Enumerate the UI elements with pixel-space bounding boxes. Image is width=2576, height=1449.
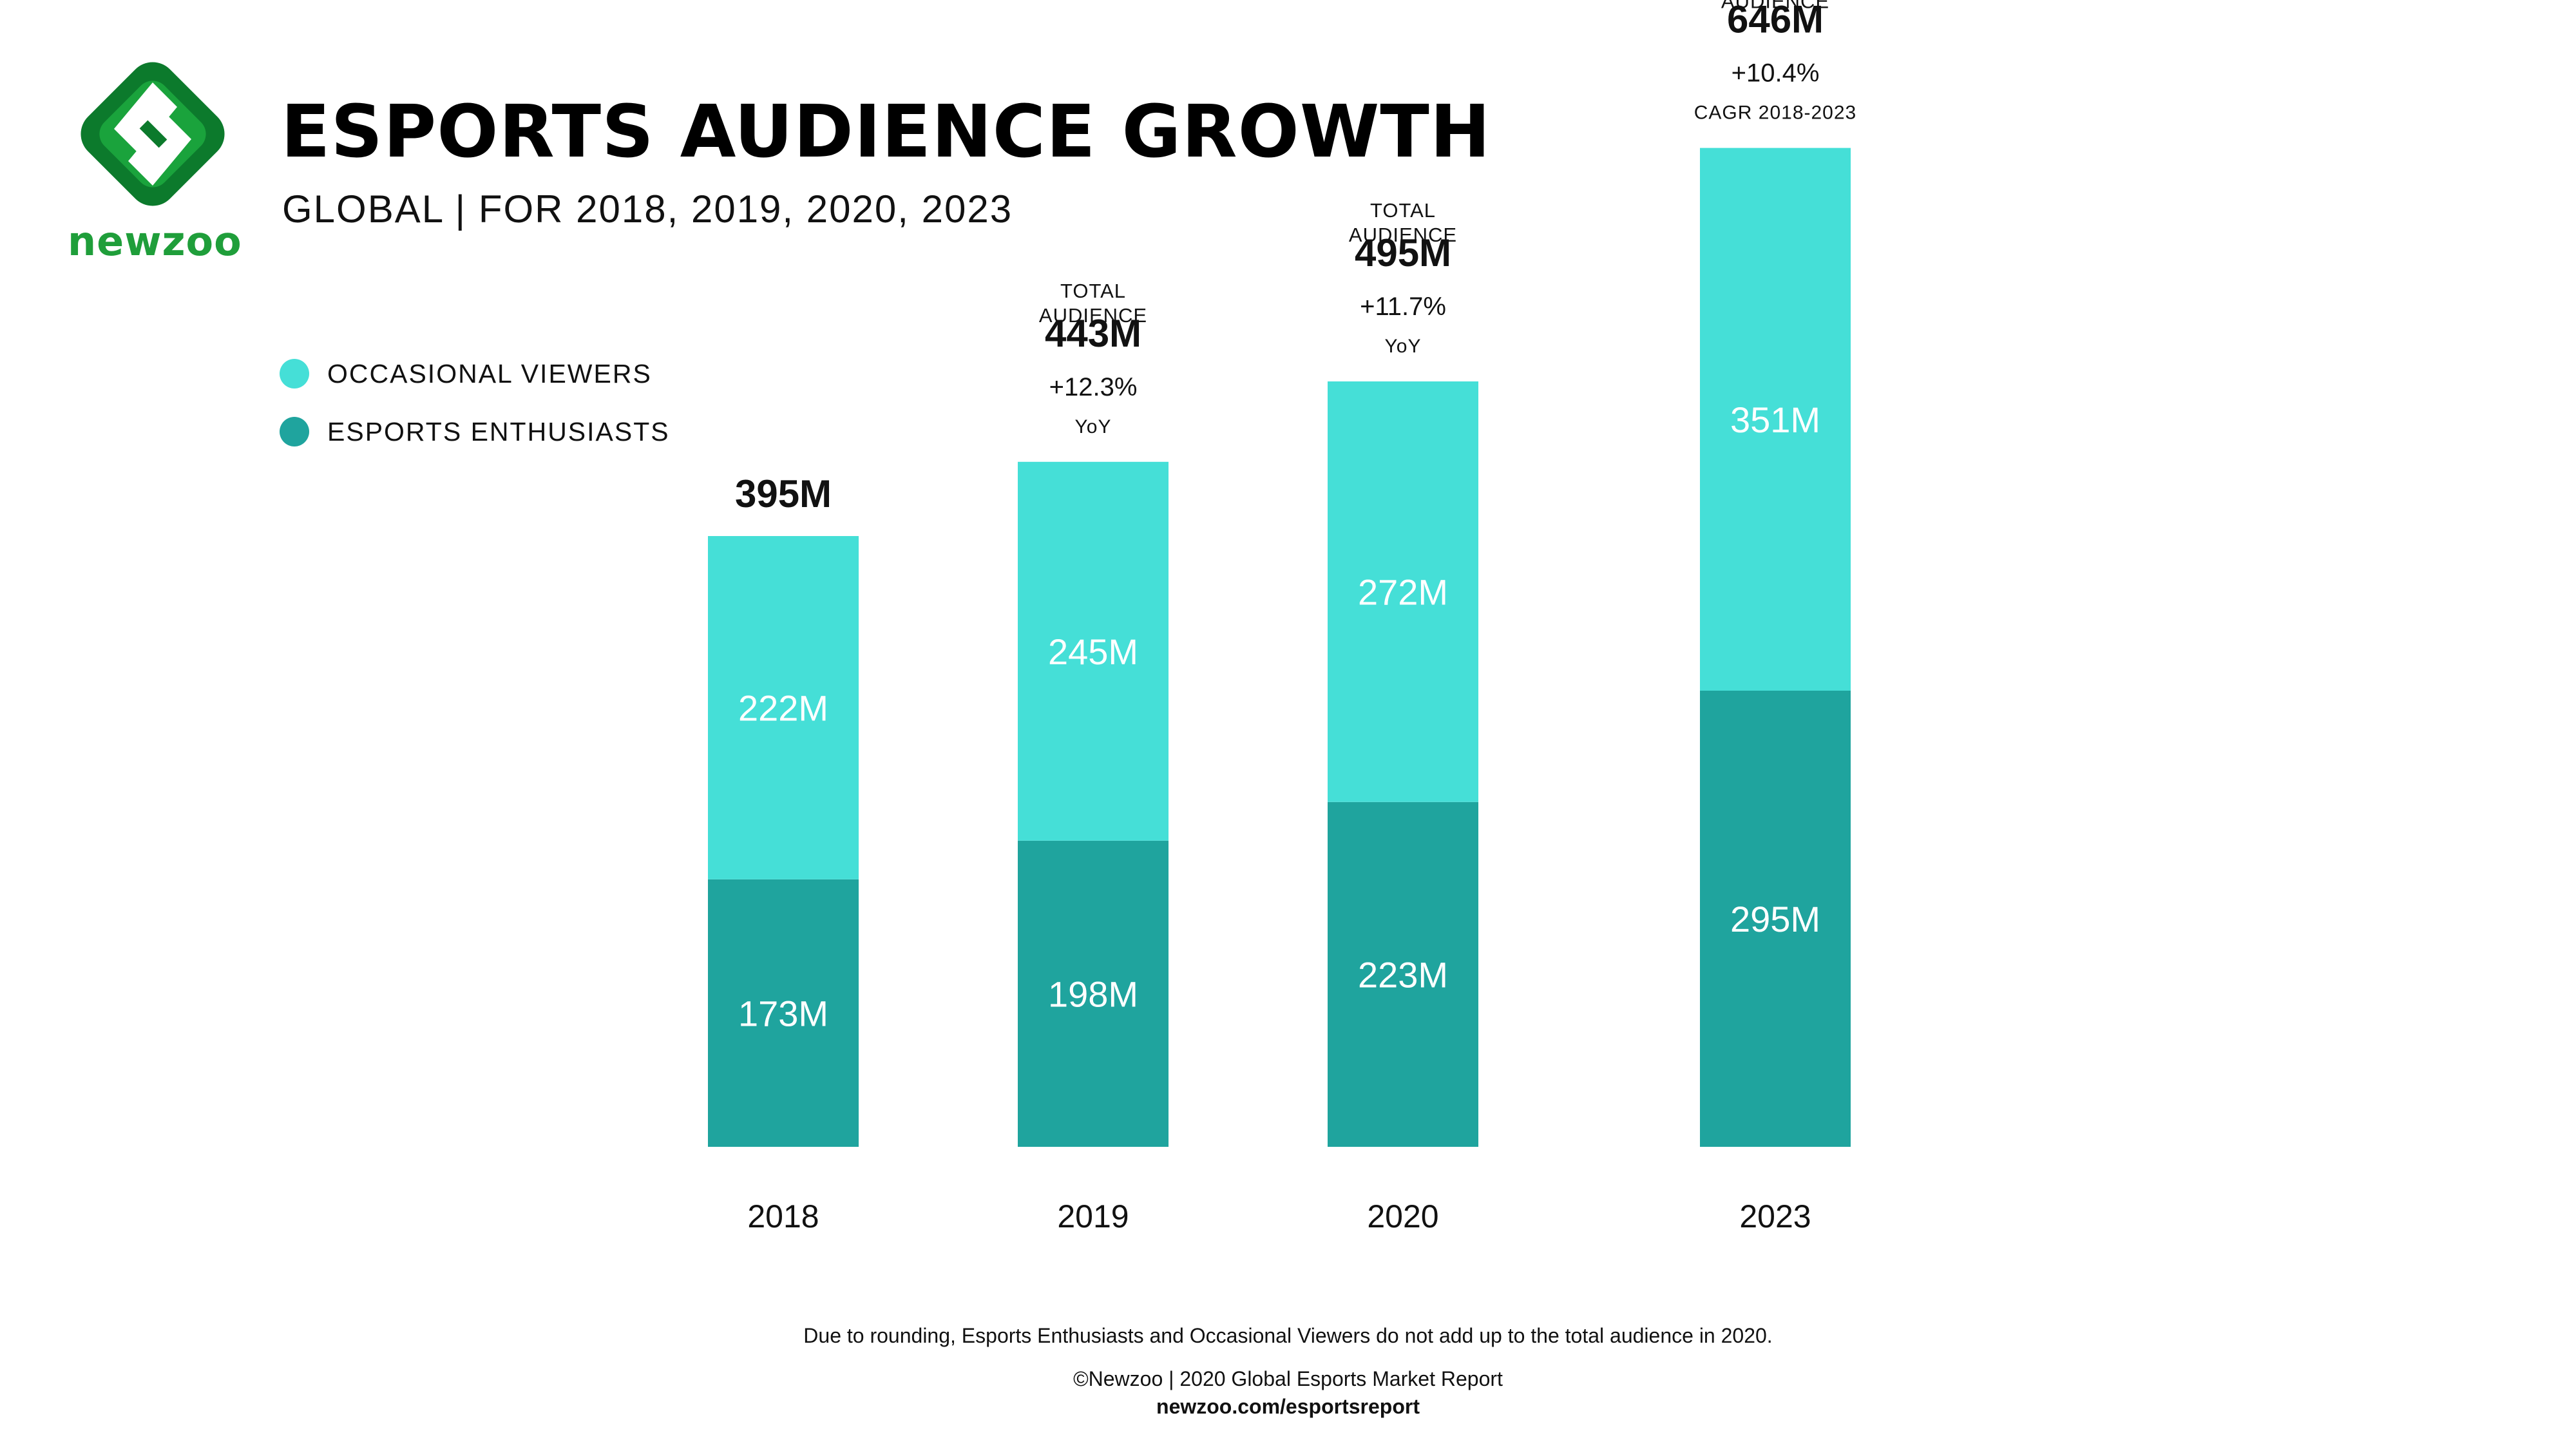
bar-occasional-2023	[1700, 148, 1851, 691]
chart-title: ESPORTS AUDIENCE GROWTH	[281, 90, 1491, 174]
bar-enthusiasts-2019	[1018, 840, 1169, 1147]
total-value-2019: 443M	[1045, 312, 1141, 355]
legend-swatch-enthusiasts	[280, 417, 309, 446]
x-tick-label-2018: 2018	[747, 1198, 819, 1234]
total-value-2018: 395M	[735, 472, 832, 515]
rounding-note: Due to rounding, Esports Enthusiasts and…	[803, 1324, 1773, 1347]
legend-item-occasional-viewers: OCCASIONAL VIEWERS	[280, 354, 670, 393]
legend-label-enthusiasts: ESPORTS ENTHUSIASTS	[327, 416, 670, 446]
bar-occasional-2018	[708, 536, 859, 879]
x-tick-label-2019: 2019	[1057, 1198, 1129, 1234]
total-caption-2019-0: TOTAL	[1060, 280, 1126, 302]
newzoo-wordmark: newzoo	[68, 218, 242, 265]
total-value-2023: 646M	[1727, 0, 1824, 41]
legend-item-esports-enthusiasts: ESPORTS ENTHUSIASTS	[280, 412, 670, 451]
bar-label-occasional-2018: 222M	[738, 687, 828, 728]
bar-label-enthusiasts-2020: 223M	[1358, 954, 1448, 995]
bar-label-occasional-2023: 351M	[1730, 399, 1820, 440]
bar-label-enthusiasts-2023: 295M	[1730, 899, 1820, 939]
bar-occasional-2020	[1328, 381, 1478, 802]
total-caption-2020-0: TOTAL	[1370, 199, 1436, 222]
report-url[interactable]: newzoo.com/esportsreport	[1156, 1395, 1420, 1418]
total-caption-2023-1: AUDIENCE	[1721, 0, 1829, 13]
total-change-2020: +11.7%	[1360, 293, 1446, 321]
bar-label-occasional-2020: 272M	[1358, 571, 1448, 612]
newzoo-logo-icon	[81, 62, 225, 206]
total-period-2023: CAGR 2018-2023	[1694, 102, 1856, 124]
x-tick-label-2023: 2023	[1739, 1198, 1811, 1234]
bar-label-enthusiasts-2019: 198M	[1048, 974, 1138, 1014]
bar-enthusiasts-2020	[1328, 801, 1478, 1147]
x-tick-label-2020: 2020	[1367, 1198, 1438, 1234]
total-caption-2019-1: AUDIENCE	[1039, 304, 1147, 327]
total-period-2020: YoY	[1385, 336, 1422, 357]
legend: OCCASIONAL VIEWERS ESPORTS ENTHUSIASTS	[280, 354, 670, 470]
legend-swatch-occasional	[280, 359, 309, 389]
total-value-2020: 495M	[1355, 231, 1451, 274]
bar-label-occasional-2019: 245M	[1048, 631, 1138, 672]
total-period-2019: YoY	[1075, 416, 1112, 437]
legend-label-occasional: OCCASIONAL VIEWERS	[327, 358, 652, 389]
bar-enthusiasts-2018	[708, 879, 859, 1147]
total-change-2019: +12.3%	[1049, 373, 1138, 401]
total-change-2023: +10.4%	[1732, 59, 1820, 88]
bar-occasional-2019	[1018, 461, 1169, 841]
bar-enthusiasts-2023	[1700, 691, 1851, 1147]
total-caption-2020-1: AUDIENCE	[1349, 224, 1457, 246]
chart-subtitle: GLOBAL | FOR 2018, 2019, 2020, 2023	[282, 187, 1013, 231]
newzoo-logo: newzoo	[68, 57, 242, 265]
source-credit: ©Newzoo | 2020 Global Esports Market Rep…	[1073, 1367, 1503, 1390]
bar-label-enthusiasts-2018: 173M	[738, 993, 828, 1033]
